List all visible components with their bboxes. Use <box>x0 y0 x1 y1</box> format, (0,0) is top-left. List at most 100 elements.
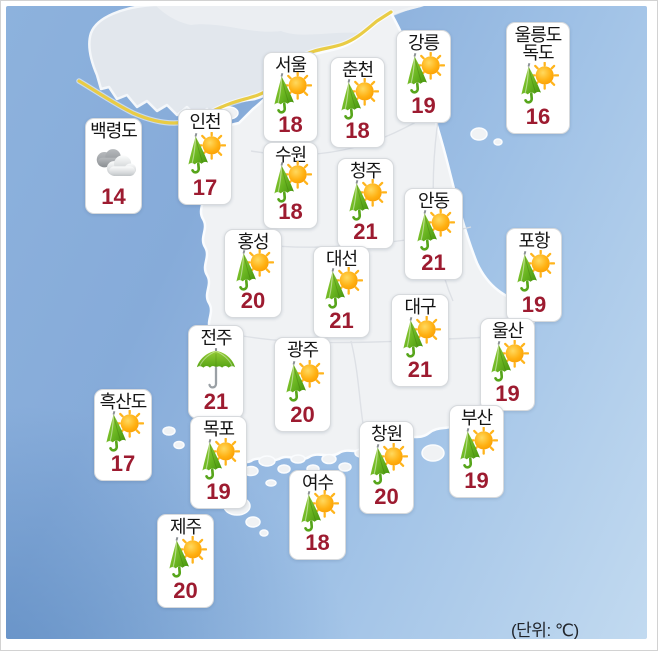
city-name: 홍성 <box>237 232 269 252</box>
weather-card-ulleungdo-dokdo: 울릉도 독도 16 <box>506 22 570 134</box>
city-name: 청주 <box>349 161 382 181</box>
weather-icon-box <box>198 438 240 481</box>
weather-card-jeju: 제주 20 <box>157 514 214 608</box>
umbrella-sun-icon <box>487 340 529 384</box>
weather-card-hongseong: 홍성 20 <box>224 229 282 318</box>
weather-icon-box <box>91 140 137 186</box>
temperature-value: 14 <box>101 184 126 209</box>
temperature-value: 19 <box>521 292 547 317</box>
city-name: 춘천 <box>341 60 374 80</box>
weather-icon-box <box>321 268 363 310</box>
city-name: 울산 <box>491 321 524 341</box>
temperature-value: 18 <box>278 112 303 137</box>
weather-icon-box <box>413 210 455 252</box>
city-name: 울릉도 독도 <box>514 25 563 64</box>
city-name: 전주 <box>200 328 232 348</box>
weather-card-cheongju: 청주 21 <box>337 158 394 249</box>
weather-icon-box <box>517 63 559 106</box>
umbrella-sun-icon <box>513 250 555 294</box>
temperature-value: 20 <box>240 288 266 313</box>
weather-icon-box <box>399 316 441 359</box>
city-name: 안동 <box>417 191 450 211</box>
temperature-value: 20 <box>290 402 315 427</box>
temperature-value: 19 <box>464 468 489 493</box>
city-name: 여수 <box>301 473 334 493</box>
weather-icon-box <box>403 52 445 95</box>
temperature-value: 19 <box>411 93 436 118</box>
weather-icon-box <box>366 443 408 486</box>
umbrella-sun-icon <box>413 209 455 253</box>
umbrella-sun-icon <box>321 267 363 311</box>
weather-icon-box <box>270 74 312 114</box>
weather-card-ulsan: 울산 19 <box>480 318 535 411</box>
umbrella-sun-icon <box>403 52 445 96</box>
weather-icon-box <box>195 347 237 391</box>
weather-card-andong: 안동 21 <box>404 188 463 280</box>
city-name: 창원 <box>370 424 403 444</box>
temperature-value: 21 <box>407 357 433 382</box>
city-name: 강릉 <box>407 33 440 53</box>
city-name: 대구 <box>404 297 436 317</box>
weather-icon-box <box>513 250 555 294</box>
weather-card-baengnyeongdo: 백령도 14 <box>85 118 142 214</box>
umbrella-sun-icon <box>337 78 379 122</box>
weather-icon-box <box>487 340 529 383</box>
temperature-value: 17 <box>110 451 136 476</box>
umbrella-open-icon <box>195 347 237 391</box>
weather-icon-box <box>102 411 144 453</box>
umbrella-sun-icon <box>345 179 387 223</box>
umbrella-sun-icon <box>232 249 274 293</box>
city-name: 목포 <box>202 419 235 439</box>
temperature-value: 17 <box>192 175 218 200</box>
unit-label: (단위: ℃) <box>511 621 579 639</box>
temperature-value: 18 <box>278 199 303 224</box>
city-name: 수원 <box>274 145 307 165</box>
weather-card-changwon: 창원 20 <box>359 421 414 514</box>
city-name: 인천 <box>189 112 221 132</box>
dmz-border-line <box>76 9 394 126</box>
clouds-icon <box>91 148 137 179</box>
temperature-value: 21 <box>421 250 446 275</box>
weather-card-mokpo: 목포 19 <box>190 416 247 509</box>
weather-card-incheon: 인천 17 <box>178 109 232 205</box>
weather-card-suwon: 수원 18 <box>263 142 318 229</box>
umbrella-sun-icon <box>270 72 312 116</box>
weather-icon-box <box>337 79 379 120</box>
temperature-value: 20 <box>374 484 399 509</box>
city-name: 대선 <box>325 249 358 269</box>
umbrella-sun-icon <box>165 536 207 580</box>
temperature-value: 16 <box>525 104 551 129</box>
weather-icon-box <box>345 180 387 221</box>
weather-card-seoul: 서울 18 <box>263 52 318 142</box>
temperature-value: 19 <box>206 479 231 504</box>
city-name: 흑산도 <box>99 392 148 412</box>
weather-card-gangneung: 강릉 19 <box>396 30 451 123</box>
umbrella-sun-icon <box>456 427 498 471</box>
umbrella-sun-icon <box>366 443 408 487</box>
weather-card-gwangju: 광주 20 <box>274 337 331 432</box>
weather-card-chuncheon: 춘천 18 <box>330 57 385 148</box>
weather-card-daegu: 대구 21 <box>391 294 449 387</box>
umbrella-sun-icon <box>517 62 559 106</box>
weather-icon-box <box>232 251 274 290</box>
city-name: 서울 <box>274 55 307 75</box>
weather-icon-box <box>456 427 498 470</box>
umbrella-sun-icon <box>399 316 441 360</box>
city-name: 백령도 <box>90 121 138 141</box>
temperature-value: 21 <box>329 308 354 333</box>
umbrella-sun-icon <box>282 360 324 404</box>
weather-card-daejeon: 대선 21 <box>313 246 370 338</box>
umbrella-sun-icon <box>184 132 226 176</box>
temperature-value: 21 <box>353 219 378 244</box>
temperature-value: 18 <box>305 530 330 555</box>
umbrella-sun-icon <box>102 410 144 454</box>
city-name: 광주 <box>286 340 319 360</box>
weather-icon-box <box>270 164 312 201</box>
temperature-value: 20 <box>173 578 198 603</box>
temperature-value: 18 <box>345 118 370 143</box>
weather-icon-box <box>184 131 226 177</box>
city-name: 제주 <box>169 517 202 537</box>
weather-card-pohang: 포항 19 <box>506 228 562 322</box>
